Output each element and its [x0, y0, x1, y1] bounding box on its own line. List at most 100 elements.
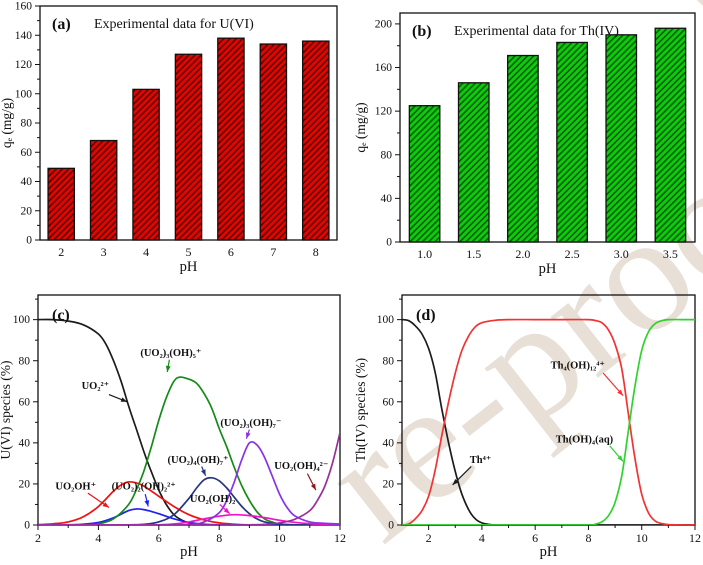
x-tick-label: 6 — [156, 531, 162, 545]
curves — [402, 318, 695, 525]
x-tick-label: 12 — [689, 531, 701, 545]
panel-letter: (c) — [52, 307, 70, 324]
chart-b: 0 40 80 120 160 200 qₑ (mg/g) pH 1.0 1.5 2.0 2.5 3.0… — [353, 12, 696, 277]
x-tick-label: 2.5 — [565, 247, 580, 261]
annotation-arrowhead-UO2(OH)4-2- — [310, 483, 316, 491]
x-tick-label: 3.5 — [663, 247, 678, 261]
y-tick-label: 40 — [383, 437, 395, 449]
panel-b-thiv-bars: 0 40 80 120 160 200 qₑ (mg/g) pH 1.0 1.5 2.0 2.5 3.0… — [352, 0, 703, 283]
chart-d: 0 20 40 60 80 100 Th(IV) species (%) pH 2 4 6 8 10 12… — [353, 294, 701, 560]
chart-a: 0 20 40 60 80 100 120 140 160 qₑ (mg/g) pH 2 3 4 5 6 7 8 (… — [0, 1, 338, 275]
panel-title: Experimental data for U(VI) — [94, 17, 254, 32]
x-tick-label: 8 — [585, 531, 591, 545]
x-tick-label: 4 — [143, 245, 149, 259]
y-axis-label: qₑ (mg/g) — [353, 102, 368, 152]
y-tick-label: 60 — [19, 396, 31, 408]
series-curve-UO2(OH)4-2- — [38, 431, 340, 525]
panel-b-chart: 0 40 80 120 160 200 qₑ (mg/g) pH 1.0 1.5 2.0 2.5 3.0… — [353, 12, 696, 277]
curves — [38, 318, 340, 525]
x-tick-label: 10 — [636, 531, 648, 545]
plot-frame — [399, 12, 696, 243]
chart-c: 0 20 40 60 80 100 U(VI) species (%) pH 2 4 6 8 10 12 U… — [0, 294, 346, 560]
x-tick-label: 3.0 — [614, 247, 629, 261]
species-label-(UO2)2(OH)2-2+: (UO₂)₂(OH)₂²⁺ — [112, 481, 176, 492]
bar — [654, 27, 687, 243]
y-tick-label: 0 — [24, 520, 30, 532]
x-tick-label: 8 — [313, 245, 319, 259]
annotation-arrowhead-UO2(OH)2 — [223, 507, 230, 514]
series-curve-(UO2)3(OH)7- — [38, 440, 340, 525]
species-label-(UO2)4(OH)7+: (UO₂)₄(OH)₇⁺ — [168, 455, 229, 466]
annotation-arrowhead-(UO2)3(OH)7- — [245, 432, 251, 439]
y-axis-label: qₑ (mg/g) — [0, 98, 14, 148]
y-tick-label: 20 — [383, 479, 395, 491]
panel-letter: (a) — [52, 16, 71, 33]
y-tick-label: 160 — [375, 62, 393, 74]
panel-a-chart: 0 20 40 60 80 100 120 140 160 qₑ (mg/g) pH 2 3 4 5 6 7 8 (… — [0, 1, 338, 275]
x-axis-label: pH — [180, 544, 198, 560]
panel-d-chart: 0 20 40 60 80 100 Th(IV) species (%) pH 2 4 6 8 10 12… — [353, 294, 701, 560]
panel-c-chart: 0 20 40 60 80 100 U(VI) species (%) pH 2 4 6 8 10 12 U… — [0, 294, 346, 560]
annotation-arrowhead-(UO2)4(OH)7+ — [201, 469, 206, 476]
y-tick-label: 80 — [21, 118, 33, 130]
panel-a-uvi-bars: 0 20 40 60 80 100 120 140 160 qₑ (mg/g) pH 2 3 4 5 6 7 8 (… — [0, 0, 352, 283]
y-tick-label: 60 — [383, 396, 395, 408]
y-tick-label: 80 — [381, 149, 393, 161]
bar — [132, 88, 160, 241]
series-curve-Th4(OH)12-4+ — [402, 318, 695, 525]
series-curve-Th4+ — [402, 318, 695, 525]
x-tick-label: 2 — [35, 531, 41, 545]
panel-letter: (b) — [412, 23, 432, 40]
x-tick-label: 1.5 — [466, 247, 481, 261]
species-label-UO2-2+: UO₂²⁺ — [82, 381, 110, 392]
bar — [217, 37, 245, 241]
panel-letter: (d) — [416, 307, 436, 324]
y-tick-label: 0 — [26, 235, 32, 247]
x-tick-label: 2 — [426, 531, 432, 545]
y-tick-label: 200 — [375, 19, 393, 31]
bar — [408, 105, 441, 243]
x-tick-label: 1.0 — [417, 247, 432, 261]
bar — [556, 41, 588, 243]
x-tick-label: 2.0 — [515, 247, 530, 261]
y-axis-label: Th(IV) species (%) — [353, 358, 368, 462]
y-tick-label: 0 — [386, 237, 392, 249]
x-tick-label: 4 — [479, 531, 485, 545]
y-tick-label: 60 — [21, 147, 33, 159]
bar — [174, 53, 203, 241]
series-curve-(UO2)3(OH)5+ — [38, 376, 340, 525]
y-tick-label: 0 — [388, 520, 394, 532]
bar — [301, 40, 330, 241]
series-curve-UO2-2+ — [38, 318, 340, 525]
bar — [89, 139, 118, 241]
y-tick-label: 120 — [15, 59, 33, 71]
y-tick-label: 120 — [375, 106, 393, 118]
species-label-Th4(OH)12-4+: Th₄(OH)₁₂⁴⁺ — [551, 360, 605, 371]
panel-c-uvi-speciation: 0 20 40 60 80 100 U(VI) species (%) pH 2 4 6 8 10 12 U… — [0, 282, 352, 565]
bar — [259, 43, 288, 241]
plot-frame — [401, 294, 696, 526]
y-tick-label: 80 — [383, 355, 395, 367]
annotation-arrowhead-Th4+ — [452, 478, 459, 485]
series-curve-Th(OH)4(aq) — [402, 318, 695, 525]
x-axis-label: pH — [540, 544, 558, 560]
panel-title: Experimental data for Th(IV) — [454, 24, 619, 39]
y-tick-label: 20 — [19, 479, 31, 491]
y-tick-label: 40 — [19, 437, 31, 449]
y-tick-label: 40 — [21, 176, 33, 188]
bar — [605, 34, 638, 243]
x-tick-label: 4 — [95, 531, 101, 545]
species-label-(UO2)3(OH)7-: (UO₂)₃(OH)₇⁻ — [220, 418, 281, 429]
y-axis-label: U(VI) species (%) — [0, 361, 13, 460]
annotation-arrowhead-UO2OH+ — [102, 502, 109, 508]
species-label-Th(OH)4(aq): Th(OH)₄(aq) — [556, 434, 614, 445]
species-label-UO2(OH)4-2-: UO₂(OH)₄²⁻ — [274, 461, 328, 472]
annotation-arrowhead-Th4(OH)12-4+ — [617, 389, 624, 396]
annotation-arrowhead-(UO2)3(OH)5+ — [165, 365, 171, 373]
annotation-arrowhead-UO2-2+ — [120, 397, 128, 402]
y-tick-label: 20 — [21, 205, 33, 217]
x-axis-label: pH — [180, 259, 198, 275]
x-tick-label: 6 — [532, 531, 538, 545]
x-tick-label: 10 — [274, 531, 286, 545]
